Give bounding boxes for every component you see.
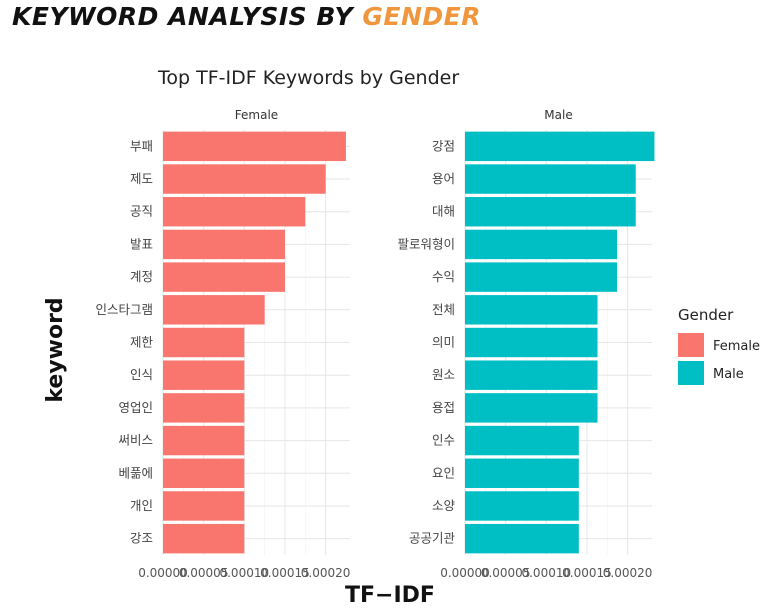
y-tick-label: 팔로워형이 <box>397 236 455 251</box>
bar <box>163 458 245 488</box>
bar <box>465 425 579 456</box>
x-tick-label: 0.00010 <box>219 566 269 580</box>
bar <box>465 360 598 390</box>
y-tick-label: 제도 <box>130 171 153 186</box>
bar <box>163 393 245 423</box>
bar <box>465 458 579 488</box>
bar <box>163 295 265 325</box>
y-tick-label: 공직 <box>130 204 153 219</box>
y-tick-label: 대해 <box>432 204 455 219</box>
panel-strip-label: Female <box>235 108 278 122</box>
bar <box>465 131 655 162</box>
x-tick-label: 0.00005 <box>481 566 531 580</box>
legend-title: Gender <box>678 306 734 324</box>
x-tick-label: 0.00015 <box>562 566 612 580</box>
y-tick-label: 인수 <box>432 433 455 448</box>
y-tick-label: 용어 <box>432 171 455 186</box>
legend: Gender Female Male <box>678 306 760 385</box>
y-tick-label: 영업인 <box>118 400 153 415</box>
y-tick-label: 계정 <box>130 269 153 284</box>
bar <box>163 131 346 162</box>
y-tick-label: 수익 <box>432 269 455 284</box>
y-tick-label: 소양 <box>432 498 456 513</box>
bar <box>465 295 598 325</box>
y-tick-label: 강조 <box>130 531 153 546</box>
y-tick-label: 부패 <box>130 138 153 153</box>
bar <box>163 197 306 227</box>
y-tick-label: 개인 <box>130 498 153 513</box>
panel-strip-label: Male <box>544 108 572 122</box>
bar <box>163 229 285 260</box>
y-tick-label: 인스타그램 <box>95 302 153 317</box>
bar <box>163 262 285 292</box>
bar <box>465 164 636 194</box>
bar <box>163 164 326 194</box>
legend-label-female: Female <box>713 339 760 354</box>
bar <box>163 425 245 456</box>
bar <box>465 229 618 260</box>
y-tick-label: 의미 <box>432 335 455 350</box>
x-tick-label: 0.00000 <box>138 566 188 580</box>
page-title: KEYWORD ANALYSIS BY GENDER <box>12 2 481 31</box>
bar <box>465 262 618 292</box>
bar <box>163 360 245 390</box>
y-tick-label: 인식 <box>130 367 153 382</box>
y-tick-label: 발표 <box>130 236 153 251</box>
y-axis-title: keyword <box>43 297 68 402</box>
x-tick-label: 0.00015 <box>260 566 310 580</box>
x-tick-label: 0.00020 <box>301 566 351 580</box>
y-tick-label: 요인 <box>432 465 455 480</box>
bar <box>163 523 245 554</box>
y-tick-label: 공공기관 <box>409 531 456 546</box>
legend-key-female <box>678 333 704 357</box>
bar <box>465 327 598 358</box>
x-tick-label: 0.00000 <box>440 566 490 580</box>
bar <box>465 491 579 521</box>
chart-title: Top TF-IDF Keywords by Gender <box>157 67 459 89</box>
y-tick-label: 제한 <box>130 335 154 350</box>
y-tick-label: 전체 <box>432 302 455 317</box>
x-tick-label: 0.00020 <box>603 566 653 580</box>
legend-label-male: Male <box>713 367 744 382</box>
bar <box>465 393 598 423</box>
bar <box>465 197 636 227</box>
x-axis-title: TF−IDF <box>345 583 435 608</box>
x-tick-label: 0.00010 <box>521 566 571 580</box>
y-tick-label: 강점 <box>432 138 455 153</box>
bar <box>465 523 579 554</box>
page-title-main: KEYWORD ANALYSIS BY <box>12 2 363 31</box>
y-tick-label: 베풂에 <box>118 465 153 480</box>
page-title-accent: GENDER <box>362 2 481 31</box>
x-tick-label: 0.00005 <box>179 566 229 580</box>
y-tick-label: 용접 <box>432 400 455 415</box>
bar <box>163 491 245 521</box>
bar <box>163 327 245 358</box>
y-tick-label: 원소 <box>432 367 455 382</box>
y-tick-label: 써비스 <box>118 433 153 448</box>
legend-key-male <box>678 361 704 385</box>
